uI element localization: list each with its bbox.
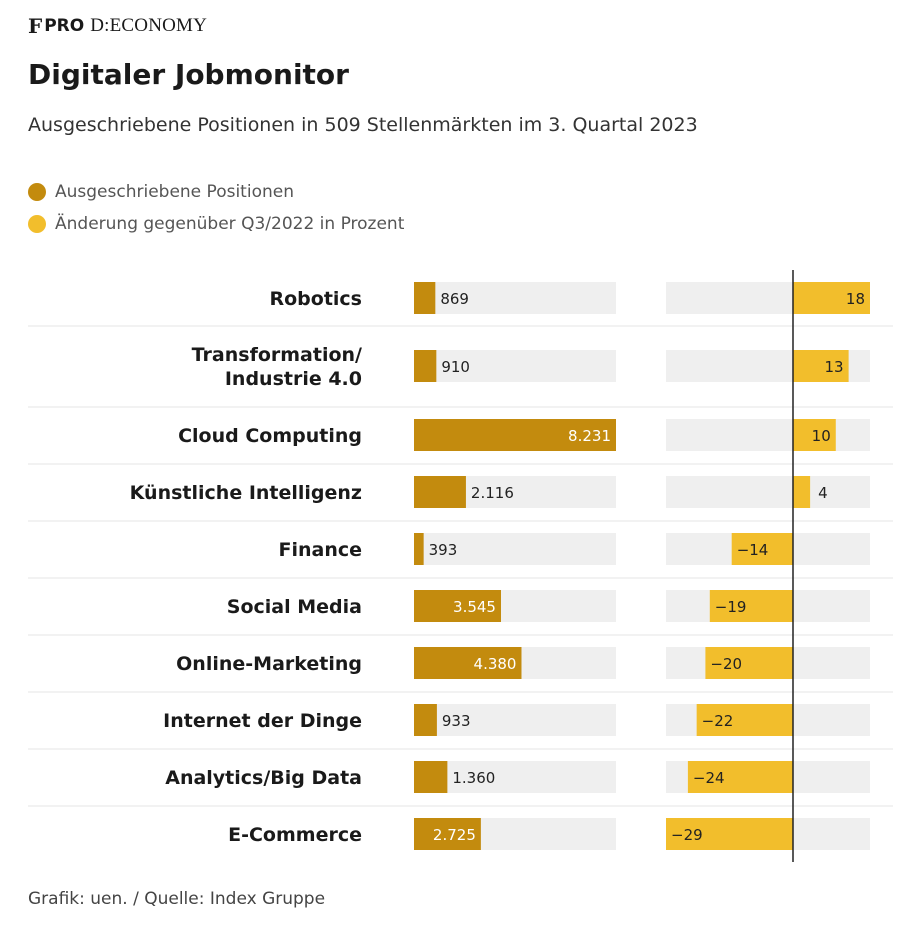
change-bar-5 bbox=[709, 590, 793, 622]
positions-bar-6 bbox=[414, 647, 522, 679]
positions-value-label-5: 3.545 bbox=[453, 598, 496, 616]
change-bar-2 bbox=[793, 419, 836, 451]
legend-swatch-change bbox=[28, 215, 46, 233]
positions-bar-2 bbox=[414, 419, 616, 451]
change-bar-4 bbox=[731, 533, 793, 565]
change-value-label-5: −19 bbox=[715, 598, 747, 616]
positions-value-label-0: 869 bbox=[440, 290, 469, 308]
positions-value-label-8: 1.360 bbox=[452, 769, 495, 787]
change-value-label-0: 18 bbox=[846, 290, 865, 308]
positions-track-7 bbox=[414, 704, 616, 736]
legend: Ausgeschriebene Positionen Änderung gege… bbox=[28, 176, 404, 240]
legend-label-positions: Ausgeschriebene Positionen bbox=[55, 182, 294, 202]
brand-logo: F PRO D:ECONOMY bbox=[28, 14, 207, 38]
change-bar-8 bbox=[687, 761, 793, 793]
positions-value-label-4: 393 bbox=[429, 541, 458, 559]
change-value-label-3: 4 bbox=[818, 484, 828, 502]
positions-value-label-2: 8.231 bbox=[568, 427, 611, 445]
change-bar-3 bbox=[793, 476, 811, 508]
chart-subtitle: Ausgeschriebene Positionen in 509 Stelle… bbox=[28, 114, 698, 136]
change-bar-0 bbox=[793, 282, 870, 314]
change-bar-1 bbox=[793, 350, 849, 382]
change-value-label-9: −29 bbox=[671, 826, 703, 844]
change-value-label-2: 10 bbox=[812, 427, 831, 445]
category-label-6: Online-Marketing bbox=[176, 653, 362, 675]
category-label-5: Social Media bbox=[227, 596, 362, 618]
category-label-0: Robotics bbox=[269, 288, 362, 310]
positions-track-4 bbox=[414, 533, 616, 565]
legend-swatch-positions bbox=[28, 183, 46, 201]
positions-bar-4 bbox=[414, 533, 424, 565]
positions-bar-1 bbox=[414, 350, 437, 382]
legend-label-change: Änderung gegenüber Q3/2022 in Prozent bbox=[55, 214, 405, 234]
category-label-2: Cloud Computing bbox=[178, 425, 362, 447]
change-value-label-6: −20 bbox=[710, 655, 742, 673]
category-label-1: Transformation/Industrie 4.0 bbox=[192, 344, 362, 390]
positions-bar-9 bbox=[414, 818, 481, 850]
change-value-label-1: 13 bbox=[825, 358, 844, 376]
positions-bar-5 bbox=[414, 590, 501, 622]
category-label-9: E-Commerce bbox=[228, 824, 362, 846]
faz-logo-icon: F bbox=[28, 14, 43, 38]
change-value-label-7: −22 bbox=[702, 712, 734, 730]
positions-track-1 bbox=[414, 350, 616, 382]
legend-item-positions: Ausgeschriebene Positionen bbox=[28, 176, 404, 208]
category-label-4: Finance bbox=[278, 539, 362, 561]
change-bar-9 bbox=[666, 818, 793, 850]
source-note: Grafik: uen. / Quelle: Index Gruppe bbox=[28, 889, 326, 909]
positions-bar-8 bbox=[414, 761, 448, 793]
category-label-7: Internet der Dinge bbox=[163, 710, 362, 732]
chart-title: Digitaler Jobmonitor bbox=[28, 58, 349, 91]
change-track-3 bbox=[666, 476, 870, 508]
positions-value-label-6: 4.380 bbox=[474, 655, 517, 673]
change-bar-6 bbox=[705, 647, 793, 679]
legend-item-change: Änderung gegenüber Q3/2022 in Prozent bbox=[28, 208, 404, 240]
positions-value-label-3: 2.116 bbox=[471, 484, 514, 502]
brand-pro: PRO bbox=[44, 16, 85, 36]
brand-name: D:ECONOMY bbox=[90, 15, 208, 36]
change-bar-7 bbox=[696, 704, 793, 736]
category-label-3: Künstliche Intelligenz bbox=[130, 482, 362, 504]
positions-track-8 bbox=[414, 761, 616, 793]
positions-track-0 bbox=[414, 282, 616, 314]
positions-bar-0 bbox=[414, 282, 436, 314]
positions-value-label-1: 910 bbox=[441, 358, 470, 376]
category-label-8: Analytics/Big Data bbox=[165, 767, 362, 789]
change-value-label-8: −24 bbox=[693, 769, 725, 787]
positions-value-label-7: 933 bbox=[442, 712, 471, 730]
change-track-2 bbox=[666, 419, 870, 451]
positions-bar-7 bbox=[414, 704, 437, 736]
positions-value-label-9: 2.725 bbox=[433, 826, 476, 844]
change-value-label-4: −14 bbox=[737, 541, 769, 559]
positions-bar-3 bbox=[414, 476, 466, 508]
